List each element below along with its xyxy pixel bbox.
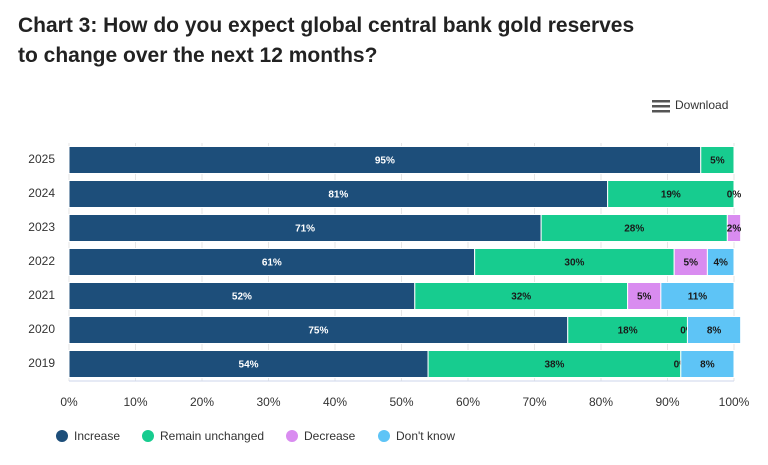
y-tick-label: 2020 [28,322,55,336]
data-label: 71% [295,224,315,235]
data-label: 5% [684,258,699,269]
data-label: 8% [700,360,715,371]
data-label: 30% [564,258,584,269]
legend-marker [378,430,390,442]
x-tick-label: 60% [456,395,480,409]
data-label: 61% [262,258,282,269]
y-tick-label: 2024 [28,186,55,200]
y-tick-label: 2023 [28,220,55,234]
y-tick-label: 2019 [28,356,55,370]
bar-segment [540,214,728,242]
x-tick-label: 20% [190,395,214,409]
x-tick-label: 50% [389,395,413,409]
bar-segment [627,282,662,310]
bar-segment [68,350,429,378]
data-label: 52% [232,292,252,303]
menu-icon[interactable] [652,100,670,103]
bar-segment [427,350,682,378]
x-tick-label: 90% [655,395,679,409]
data-label: 5% [710,156,725,167]
legend-marker [142,430,154,442]
legend-marker [286,430,298,442]
chart-title: Chart 3: How do you expect global centra… [18,14,634,67]
legend-label: Increase [74,429,120,443]
x-tick-label: 100% [719,395,750,409]
bar-segment [686,316,742,344]
bar-segment [414,282,629,310]
x-tick-label: 40% [323,395,347,409]
data-label: 2% [727,224,742,235]
data-label: 19% [661,190,681,201]
data-label: 75% [308,326,328,337]
x-tick-label: 80% [589,395,613,409]
bar-segment [474,248,675,276]
data-label: 28% [624,224,644,235]
bar-segment [680,350,735,378]
bar-segment [700,146,735,174]
bar-segment [660,282,735,310]
bar-segment [68,146,702,174]
menu-icon[interactable] [652,105,670,108]
legend-label: Don't know [396,429,455,443]
x-tick-label: 30% [256,395,280,409]
legend-marker [56,430,68,442]
bar-segment [567,316,688,344]
bar-segment [607,180,735,208]
data-label: 18% [618,326,638,337]
legend-label: Decrease [304,429,356,443]
bar-segment [68,248,476,276]
x-tick-label: 70% [522,395,546,409]
bar-segment [706,248,735,276]
legend-label: Remain unchanged [160,429,264,443]
data-label: 11% [688,292,708,303]
x-tick-label: 10% [123,395,147,409]
data-label: 38% [544,360,564,371]
data-label: 4% [713,258,728,269]
download-label[interactable]: Download [675,98,728,112]
y-tick-label: 2022 [28,254,55,268]
x-tick-label: 0% [60,395,78,409]
bar-segment [68,316,569,344]
data-label: 5% [637,292,652,303]
y-tick-label: 2021 [28,288,55,302]
data-label: 95% [375,156,395,167]
data-label: 0% [727,190,742,201]
bar-segment [68,282,416,310]
data-label: 32% [511,292,531,303]
bar-segment [726,214,742,242]
bar-segment [68,214,542,242]
download-button[interactable]: Download [652,98,728,113]
menu-icon[interactable] [652,110,670,113]
data-label: 54% [239,360,259,371]
data-label: 81% [328,190,348,201]
data-label: 8% [707,326,722,337]
y-tick-label: 2025 [28,152,55,166]
